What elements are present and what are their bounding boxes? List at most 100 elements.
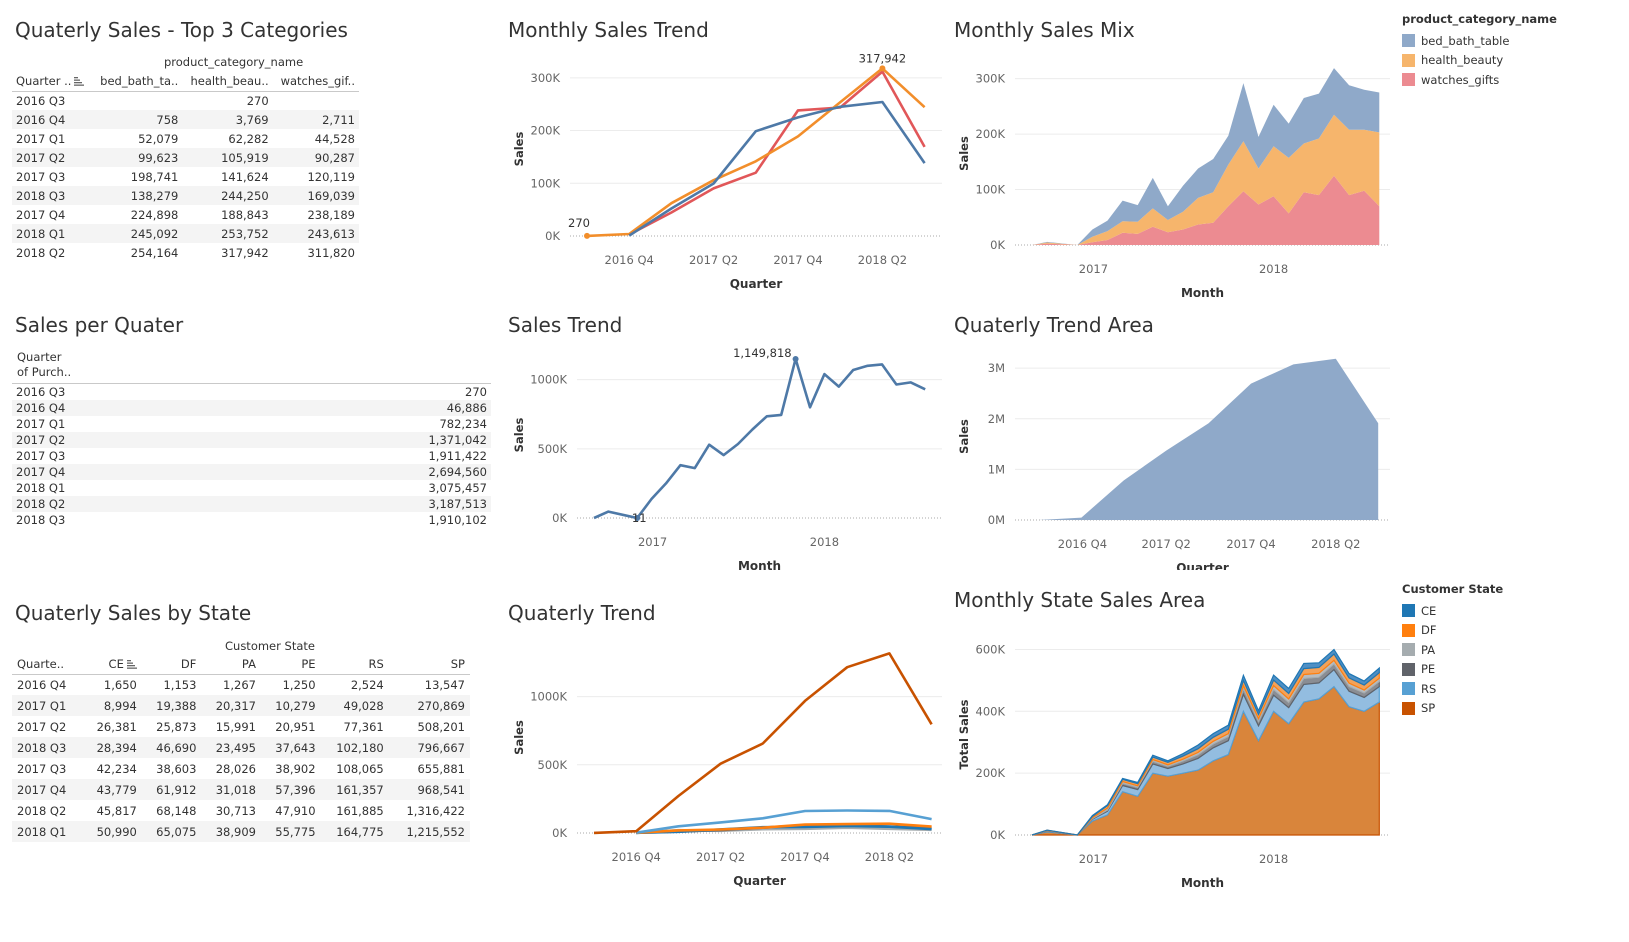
col-header-pe[interactable]: PE: [260, 654, 321, 675]
table-row[interactable]: 2017 Q3 198,741 141,624 120,119: [12, 167, 359, 186]
cell-value: 68,148: [156, 803, 197, 818]
table-row[interactable]: 2016 Q4 758 3,769 2,711: [12, 110, 359, 129]
cell-value: 46,886: [233, 400, 491, 416]
cell-value: 198,741: [130, 169, 179, 184]
legend-item[interactable]: RS: [1402, 679, 1503, 699]
table-row[interactable]: 2017 Q1 8,994 19,388 20,317 10,279 49,028 270,…: [12, 695, 470, 716]
col-header-quarter[interactable]: Quarte..: [12, 654, 83, 675]
cell-value: [273, 91, 359, 110]
table-row[interactable]: 2017 Q3 1,911,422: [12, 448, 491, 464]
table-row[interactable]: 2018 Q3 138,279 244,250 169,039: [12, 186, 359, 205]
col-header-quarter[interactable]: Quarter ..: [12, 71, 93, 92]
table-row[interactable]: 2018 Q1 245,092 253,752 243,613: [12, 224, 359, 243]
row-quarter: 2017 Q2: [12, 148, 93, 167]
area-CE[interactable]: [1031, 648, 1380, 836]
col-header-sp[interactable]: SP: [388, 654, 470, 675]
table-row[interactable]: 2018 Q2 3,187,513: [12, 496, 491, 512]
cell-value: 65,075: [141, 821, 202, 842]
x-tick-label: 2017 Q4: [773, 253, 822, 267]
x-tick-label: 2018: [1259, 852, 1288, 866]
y-tick-label: 0K: [552, 511, 567, 525]
area-health_beauty[interactable]: [1032, 114, 1380, 245]
legend-item[interactable]: DF: [1402, 621, 1503, 641]
y-axis-title: Sales: [957, 419, 971, 454]
legend-item[interactable]: health_beauty: [1402, 51, 1557, 71]
cell-value: 26,381: [96, 719, 137, 734]
legend-swatch: [1402, 604, 1415, 618]
area-Sales[interactable]: [1039, 358, 1379, 520]
row-quarter: 2017 Q1: [16, 417, 66, 431]
area-bed_bath_table[interactable]: [1032, 68, 1380, 245]
cell-value: 105,919: [182, 148, 273, 167]
table-row[interactable]: 2016 Q3 270: [12, 91, 359, 110]
x-axis-title: Month: [1181, 286, 1224, 300]
data-point[interactable]: [584, 232, 590, 239]
legend-swatch: [1402, 73, 1415, 87]
col-header-ce[interactable]: CE: [82, 654, 142, 675]
table-sales-per-quater: Quarter of Purch.. 2016 Q3 270 2016 Q4 46,8…: [12, 350, 491, 528]
data-point[interactable]: [792, 355, 799, 362]
y-tick-label: 2M: [988, 412, 1005, 426]
table-row[interactable]: 2018 Q2 45,817 68,148 30,713 47,910 161,885 1,…: [12, 800, 470, 821]
chart-monthly-sales-mix: 0K 100K 200K 300K 2017 2018 Month Sales: [957, 68, 1390, 300]
table-row[interactable]: 2018 Q1 50,990 65,075 38,909 55,775 164,775 1,…: [12, 821, 470, 842]
cell-value: 49,028: [320, 695, 389, 716]
legend-item[interactable]: PA: [1402, 640, 1503, 660]
col-header-rs[interactable]: RS: [320, 654, 389, 675]
table-row[interactable]: 2018 Q3 28,394 46,690 23,495 37,643 102,180 79…: [12, 737, 470, 758]
cell-value: 270: [465, 385, 487, 399]
col-header-bed-bath[interactable]: bed_bath_ta..: [92, 71, 183, 92]
table-group-header: Customer State: [225, 639, 315, 653]
legend-item[interactable]: PE: [1402, 660, 1503, 680]
series-line-bed_bath_table[interactable]: [628, 100, 926, 237]
legend-swatch: [1402, 662, 1415, 676]
cell-value: 796,667: [388, 737, 470, 758]
series-line-rs[interactable]: [636, 809, 932, 834]
title-sales-per-quater: Sales per Quater: [15, 313, 184, 337]
table-row[interactable]: 2016 Q4 46,886: [12, 400, 491, 416]
row-quarter: 2017 Q2: [17, 719, 67, 734]
area-watches_gifts[interactable]: [1032, 175, 1380, 245]
table-row[interactable]: 2017 Q4 43,779 61,912 31,018 57,396 161,357 96…: [12, 779, 470, 800]
table-row[interactable]: 2017 Q2 26,381 25,873 15,991 20,951 77,361 508…: [12, 716, 470, 737]
cell-value: 120,119: [307, 169, 355, 184]
cell-value: 38,909: [201, 821, 261, 842]
sort-icon[interactable]: [126, 659, 137, 669]
legend-title: product_category_name: [1402, 12, 1557, 26]
data-point[interactable]: [634, 514, 641, 521]
series-line-health_beauty[interactable]: [586, 67, 926, 238]
sort-icon[interactable]: [74, 76, 85, 86]
data-point[interactable]: [879, 65, 886, 72]
table-row[interactable]: 2016 Q4 1,650 1,153 1,267 1,250 2,524 13,547: [12, 674, 470, 695]
table-row[interactable]: 2017 Q1 52,079 62,282 44,528: [12, 129, 359, 148]
table-row[interactable]: 2017 Q1 782,234: [12, 416, 491, 432]
table-row[interactable]: 2018 Q3 1,910,102: [12, 512, 491, 528]
table-row[interactable]: 2018 Q1 3,075,457: [12, 480, 491, 496]
series-line-sp[interactable]: [593, 652, 933, 835]
cell-value: 311,820: [307, 245, 355, 260]
series-line-df[interactable]: [636, 822, 932, 835]
table-row[interactable]: 2017 Q3 42,234 38,603 28,026 38,902 108,065 65…: [12, 758, 470, 779]
legend-item[interactable]: bed_bath_table: [1402, 31, 1557, 51]
table-row[interactable]: 2018 Q2 254,164 317,942 311,820: [12, 243, 359, 262]
legend-item[interactable]: watches_gifts: [1402, 70, 1557, 90]
y-tick-label: 300K: [531, 71, 561, 85]
cell-value: 164,775: [320, 821, 389, 842]
col-header-watches-gifts[interactable]: watches_gif..: [272, 71, 359, 92]
table-row[interactable]: 2017 Q2 1,371,042: [12, 432, 491, 448]
table-row[interactable]: 2017 Q4 2,694,560: [12, 464, 491, 480]
table-row[interactable]: 2016 Q3 270: [12, 384, 491, 400]
col-header-health-beauty[interactable]: health_beau..: [182, 71, 273, 92]
legend-item[interactable]: CE: [1402, 601, 1503, 621]
table-row[interactable]: 2017 Q4 224,898 188,843 238,189: [12, 205, 359, 224]
cell-value: 2,694,560: [233, 464, 491, 480]
cell-value: 77,361: [343, 719, 384, 734]
legend-label: CE: [1421, 603, 1437, 618]
table-row[interactable]: 2017 Q2 99,623 105,919 90,287: [12, 148, 359, 167]
series-line-watches_gifts[interactable]: [628, 70, 926, 236]
data-label: 1,149,818: [733, 346, 792, 360]
col-header-df[interactable]: DF: [141, 654, 202, 675]
legend-item[interactable]: SP: [1402, 699, 1503, 719]
series-line-sales[interactable]: [593, 357, 926, 520]
col-header-pa[interactable]: PA: [201, 654, 261, 675]
